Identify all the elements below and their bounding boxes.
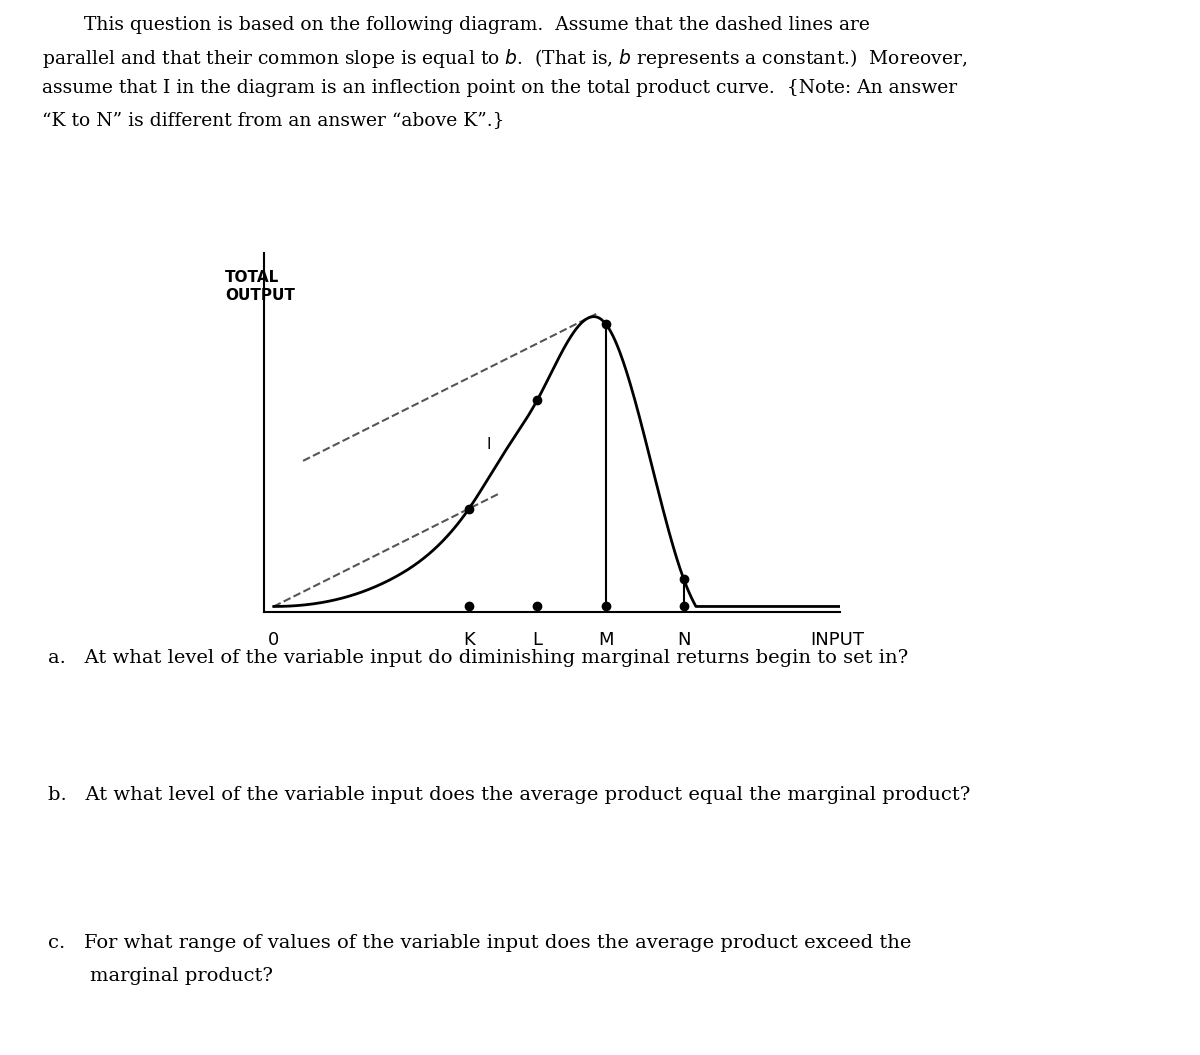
Text: L: L bbox=[533, 631, 542, 649]
Text: 0: 0 bbox=[268, 631, 280, 649]
Text: parallel and that their common slope is equal to $b$.  (That is, $b$ represents : parallel and that their common slope is … bbox=[42, 47, 967, 71]
Text: c.   For what range of values of the variable input does the average product exc: c. For what range of values of the varia… bbox=[48, 934, 911, 952]
Text: K: K bbox=[463, 631, 475, 649]
Text: a.   At what level of the variable input do diminishing marginal returns begin t: a. At what level of the variable input d… bbox=[48, 649, 908, 667]
Text: TOTAL
OUTPUT: TOTAL OUTPUT bbox=[224, 269, 295, 303]
Text: “K to N” is different from an answer “above K”.}: “K to N” is different from an answer “ab… bbox=[42, 111, 504, 129]
Text: INPUT: INPUT bbox=[811, 631, 865, 649]
Text: b.   At what level of the variable input does the average product equal the marg: b. At what level of the variable input d… bbox=[48, 786, 971, 804]
Text: marginal product?: marginal product? bbox=[90, 967, 274, 985]
Text: M: M bbox=[598, 631, 613, 649]
Text: I: I bbox=[486, 437, 491, 452]
Text: assume that I in the diagram is an inflection point on the total product curve. : assume that I in the diagram is an infle… bbox=[42, 79, 958, 97]
Text: This question is based on the following diagram.  Assume that the dashed lines a: This question is based on the following … bbox=[84, 16, 870, 34]
Text: N: N bbox=[677, 631, 690, 649]
